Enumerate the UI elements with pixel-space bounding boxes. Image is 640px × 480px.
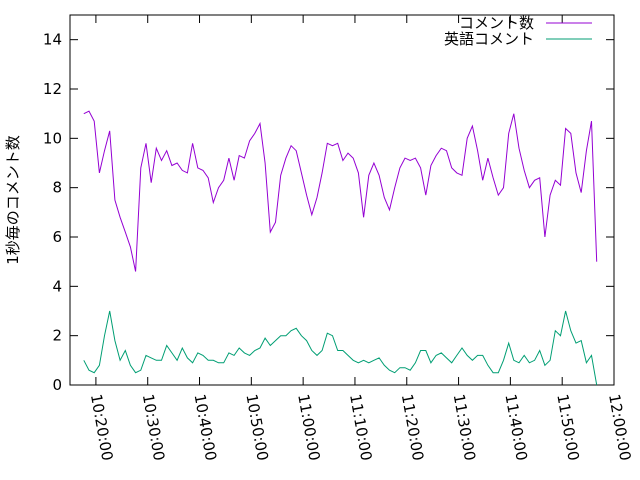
x-axis-ticks: 10:20:00 10:30:00 10:40:00 10:50:00 11:00:00… [87, 15, 634, 462]
x-tick-label: 11:10:00 [346, 393, 375, 462]
x-tick-label: 11:00:00 [294, 393, 323, 462]
y-axis-ticks: 0 2 4 6 8 10 12 14 [43, 31, 614, 394]
plot-frame [69, 14, 615, 386]
y-tick-label: 0 [52, 376, 62, 394]
x-tick-label: 11:40:00 [501, 393, 530, 462]
y-tick-label: 12 [43, 80, 62, 98]
x-tick-label: 10:50:00 [242, 393, 271, 462]
y-tick-label: 2 [52, 327, 62, 345]
y-tick-label: 10 [43, 129, 62, 147]
x-tick-label: 12:00:00 [605, 393, 634, 462]
x-tick-label: 10:20:00 [87, 393, 116, 462]
y-tick-label: 8 [52, 179, 62, 197]
legend-label: コメント数 [459, 14, 534, 32]
series-lines [83, 110, 598, 386]
legend-label: 英語コメント [444, 30, 534, 48]
x-tick-label: 10:30:00 [139, 393, 168, 462]
y-tick-label: 14 [43, 31, 62, 49]
x-tick-label: 11:50:00 [553, 393, 582, 462]
x-tick-label: 11:20:00 [398, 393, 427, 462]
x-tick-label: 11:30:00 [450, 393, 479, 462]
y-tick-label: 6 [52, 228, 62, 246]
y-axis-label: 1秒毎のコメント数 [4, 135, 22, 265]
x-tick-label: 10:40:00 [191, 393, 220, 462]
series-line-1 [83, 110, 598, 272]
series-line-2 [83, 310, 598, 386]
y-tick-label: 4 [52, 277, 62, 295]
